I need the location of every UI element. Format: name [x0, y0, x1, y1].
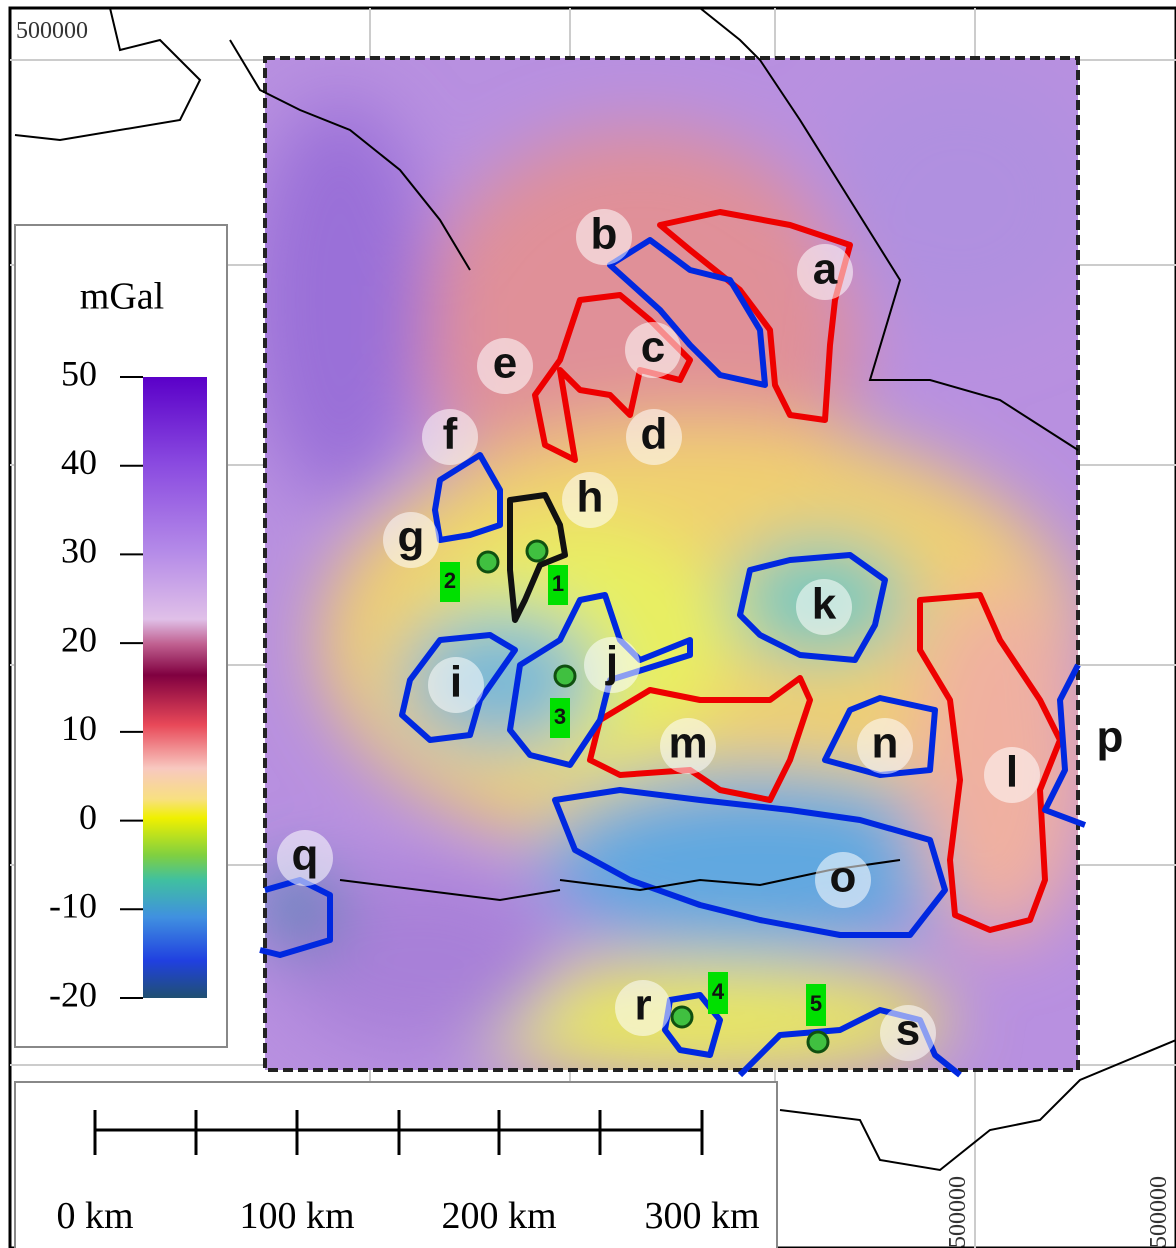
colorbar-tick-label: 10 — [61, 708, 97, 748]
coordinate-label: 500000 — [1146, 1176, 1172, 1248]
gravity-field — [250, 58, 1100, 1080]
station-label: 1 — [552, 571, 564, 596]
colorbar-tick-label: -10 — [49, 886, 97, 926]
zone-label: p — [1097, 713, 1124, 762]
colorbar-tick-label: 20 — [61, 619, 97, 659]
zone-label: o — [830, 853, 857, 902]
zone-label: m — [668, 719, 707, 768]
station-label: 4 — [712, 979, 725, 1004]
zone-label: h — [577, 473, 604, 522]
zone-label: n — [872, 719, 899, 768]
scale-label: 300 km — [644, 1195, 759, 1237]
zone-label: b — [591, 210, 618, 259]
zone-label: l — [1006, 748, 1018, 797]
scale-bar: 0 km 100 km 200 km 300 km — [15, 1082, 777, 1248]
zone-label: d — [641, 410, 668, 459]
colorbar-tick-label: 40 — [61, 442, 97, 482]
zone-label: f — [443, 410, 458, 459]
zone-label: g — [398, 513, 425, 562]
zone-label: i — [450, 658, 462, 707]
station-label: 3 — [554, 704, 566, 729]
coordinate-label: 500000 — [945, 1176, 971, 1248]
colorbar-tick-label: 50 — [61, 353, 97, 393]
zone-label: j — [605, 638, 618, 687]
zone-label: s — [896, 1006, 920, 1055]
scale-label: 0 km — [56, 1195, 133, 1237]
zone-label: q — [292, 831, 319, 880]
station-label: 2 — [444, 568, 456, 593]
map: a b c d e f g h i j k l m n o p q r s 1 … — [0, 0, 1176, 1248]
legend: mGal 50 40 30 20 10 0 -10 -20 — [15, 225, 227, 1047]
legend-unit: mGal — [80, 276, 164, 318]
scale-label: 100 km — [239, 1195, 354, 1237]
zone-label: a — [813, 245, 838, 294]
scale-label: 200 km — [441, 1195, 556, 1237]
coordinate-label: 500000 — [16, 18, 88, 44]
zone-label: e — [493, 339, 517, 388]
colorbar-tick-label: 0 — [79, 797, 97, 837]
colorbar-tick-label: 30 — [61, 531, 97, 571]
zone-label: k — [812, 580, 837, 629]
station-label: 5 — [810, 991, 822, 1016]
colorbar-tick-label: -20 — [49, 974, 97, 1014]
zone-label: r — [634, 981, 651, 1030]
colorbar — [143, 377, 207, 998]
zone-label: c — [641, 323, 665, 372]
